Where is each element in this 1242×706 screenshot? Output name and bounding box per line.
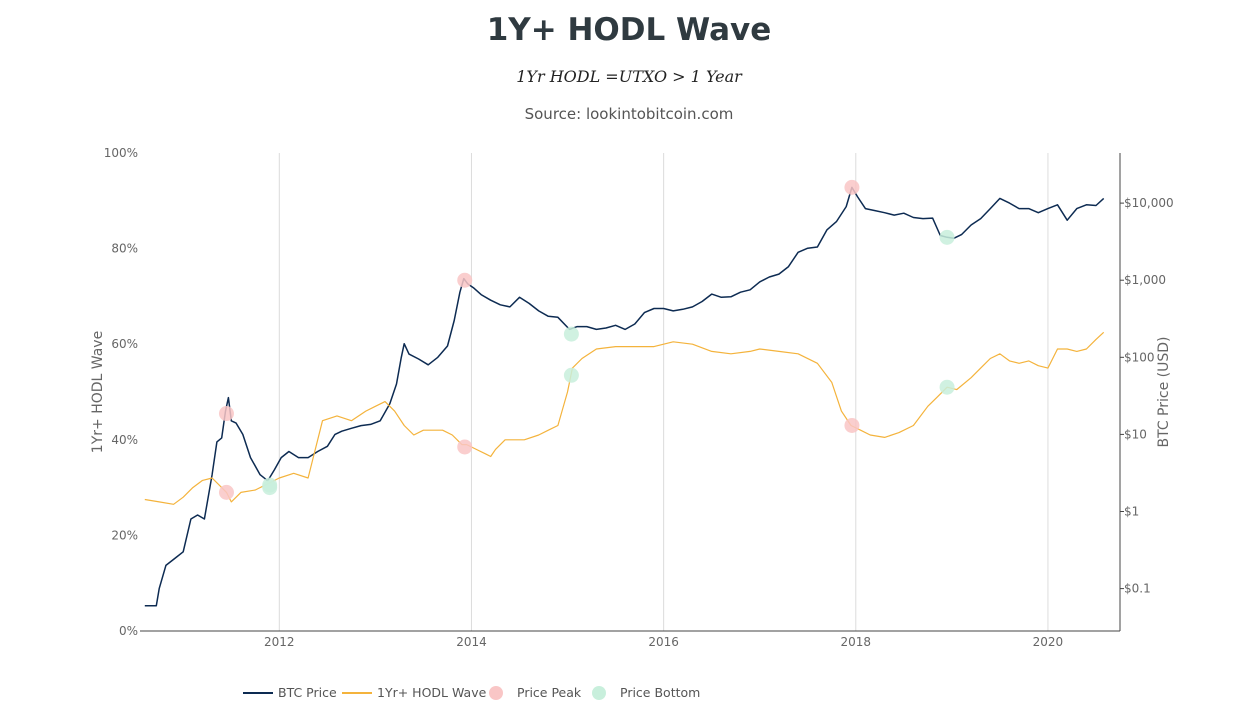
x-tick-label: 2014	[456, 635, 487, 649]
price-peak-marker	[218, 484, 234, 500]
legend-label: BTC Price	[278, 685, 337, 700]
left-axis-title: 1Yr+ HODL Wave	[90, 331, 106, 453]
hodl-wave-line	[144, 331, 1105, 505]
price-peak-marker	[844, 417, 860, 433]
left-y-tick-label: 80%	[111, 242, 138, 256]
left-y-tick-label: 20%	[111, 528, 138, 542]
price-peak-marker	[457, 439, 473, 455]
markers	[218, 179, 955, 500]
left-y-tick-label: 60%	[111, 337, 138, 351]
right-y-tick-label: $10	[1124, 427, 1147, 441]
price-bottom-marker	[563, 326, 579, 342]
legend-label: 1Yr+ HODL Wave	[377, 685, 487, 700]
x-tick-label: 2012	[264, 635, 295, 649]
legend-item-hodl-wave[interactable]: 1Yr+ HODL Wave	[342, 685, 487, 700]
x-tick-label: 2018	[841, 635, 872, 649]
series	[144, 186, 1105, 607]
left-y-tick-label: 0%	[119, 624, 138, 638]
right-axis-title: BTC Price (USD)	[1156, 336, 1172, 447]
price-bottom-marker	[563, 367, 579, 383]
price-peak-marker	[218, 406, 234, 422]
right-y-tick-label: $0.1	[1124, 582, 1151, 596]
legend-swatch-dot	[592, 686, 606, 700]
left-y-tick-label: 100%	[104, 146, 138, 160]
chart-source: Source: lookintobitcoin.com	[525, 105, 734, 123]
legend-label: Price Bottom	[620, 685, 700, 700]
chart-title: 1Y+ HODL Wave	[487, 12, 772, 48]
price-bottom-marker	[939, 379, 955, 395]
legend-label: Price Peak	[517, 685, 582, 700]
price-peak-marker	[844, 179, 860, 195]
btc-price-line	[144, 186, 1105, 607]
right-y-tick-label: $100	[1124, 350, 1155, 364]
grid-lines	[278, 153, 1049, 631]
legend-item-price-bottom[interactable]: Price Bottom	[592, 685, 700, 700]
chart-subtitle: 1Yr HODL =UTXO > 1 Year	[516, 67, 743, 86]
price-bottom-marker	[262, 480, 278, 496]
price-peak-marker	[457, 272, 473, 288]
axes: 2012 2014 2016 2018 2020 0% 20% 40% 60% 80% 100% $0…	[104, 146, 1174, 649]
legend-item-btc-price[interactable]: BTC Price	[243, 685, 337, 700]
legend-item-price-peak[interactable]: Price Peak	[489, 685, 582, 700]
price-bottom-marker	[939, 229, 955, 245]
right-y-tick-label: $1	[1124, 505, 1139, 519]
legend[interactable]: BTC Price 1Yr+ HODL Wave Price Peak Price B…	[243, 685, 700, 700]
x-tick-label: 2016	[648, 635, 679, 649]
right-y-tick-label: $1,000	[1124, 273, 1166, 287]
left-y-tick-label: 40%	[111, 433, 138, 447]
right-y-tick-label: $10,000	[1124, 196, 1174, 210]
x-tick-label: 2020	[1033, 635, 1064, 649]
legend-swatch-dot	[489, 686, 503, 700]
